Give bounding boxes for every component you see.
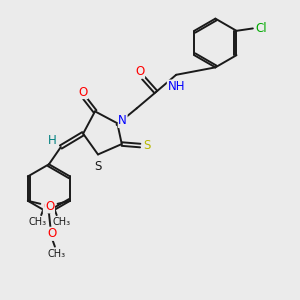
Text: CH₃: CH₃ bbox=[28, 217, 47, 226]
Text: O: O bbox=[44, 200, 53, 213]
Text: H: H bbox=[48, 134, 57, 147]
Text: NH: NH bbox=[167, 80, 185, 93]
Text: CH₃: CH₃ bbox=[47, 249, 65, 259]
Text: O: O bbox=[47, 227, 56, 240]
Text: O: O bbox=[45, 200, 55, 213]
Text: Cl: Cl bbox=[255, 22, 267, 35]
Text: S: S bbox=[143, 139, 150, 152]
Text: O: O bbox=[79, 85, 88, 98]
Text: N: N bbox=[118, 114, 127, 128]
Text: O: O bbox=[135, 65, 145, 78]
Text: CH₃: CH₃ bbox=[53, 217, 71, 226]
Text: S: S bbox=[94, 160, 102, 173]
